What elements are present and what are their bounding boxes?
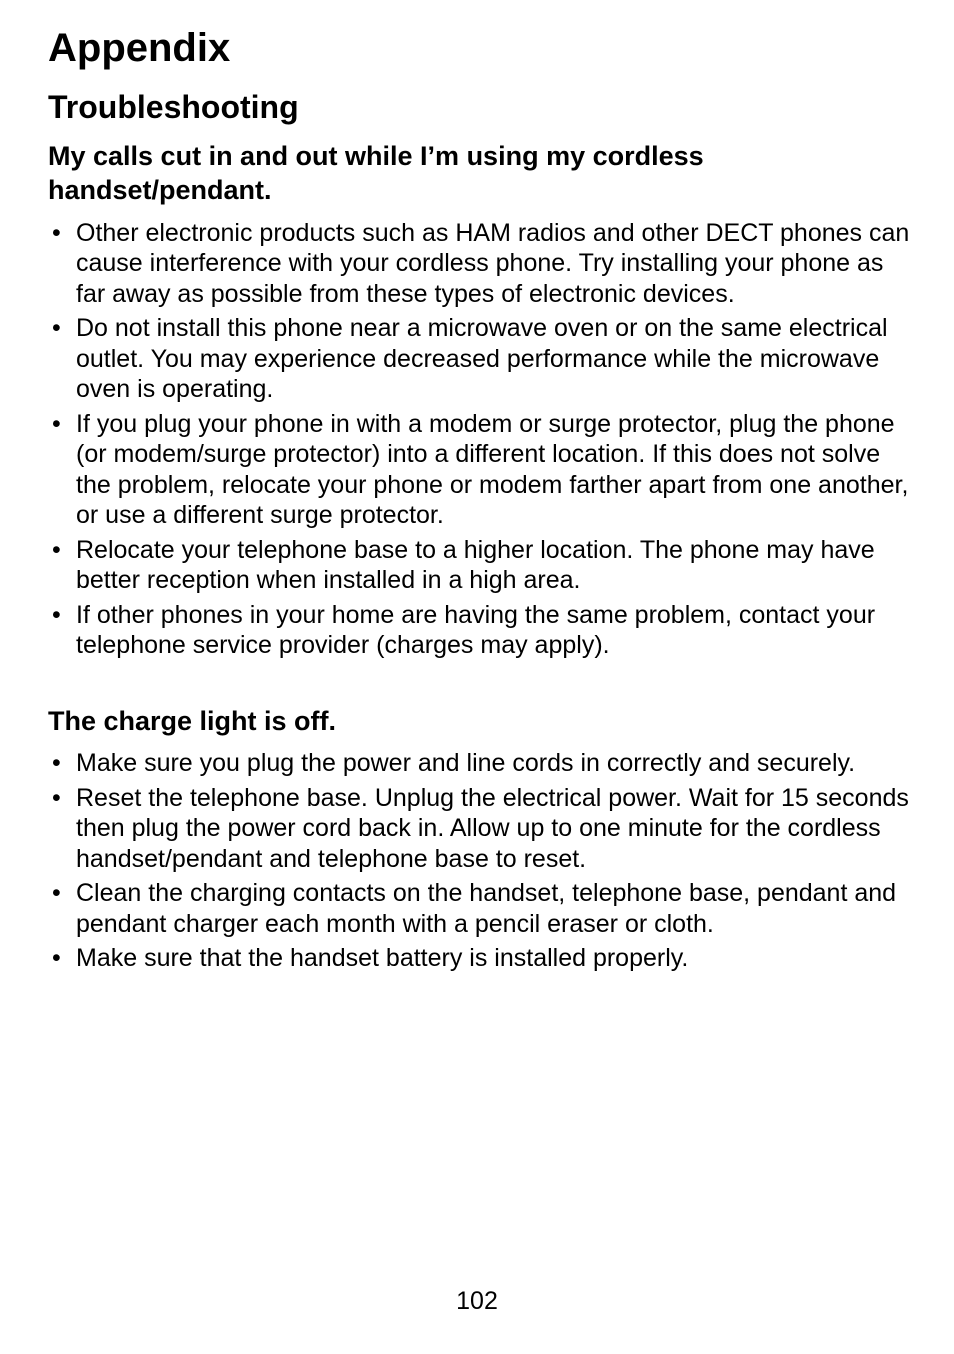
- question-1: My calls cut in and out while I’m using …: [48, 140, 914, 208]
- page-container: Appendix Troubleshooting My calls cut in…: [0, 0, 954, 1354]
- list-item: Reset the telephone base. Unplug the ele…: [48, 783, 914, 875]
- list-item: Relocate your telephone base to a higher…: [48, 535, 914, 596]
- answer-list-1: Other electronic products such as HAM ra…: [48, 218, 914, 661]
- page-subtitle: Troubleshooting: [48, 89, 914, 126]
- page-number: 102: [0, 1287, 954, 1316]
- list-item: Other electronic products such as HAM ra…: [48, 218, 914, 310]
- answer-list-2: Make sure you plug the power and line co…: [48, 748, 914, 974]
- list-item: Make sure that the handset battery is in…: [48, 943, 914, 974]
- list-item: Do not install this phone near a microwa…: [48, 313, 914, 405]
- list-item: Make sure you plug the power and line co…: [48, 748, 914, 779]
- list-item: If you plug your phone in with a modem o…: [48, 409, 914, 531]
- list-item: If other phones in your home are having …: [48, 600, 914, 661]
- question-2: The charge light is off.: [48, 705, 914, 739]
- section-divider: [48, 693, 914, 705]
- page-title: Appendix: [48, 26, 914, 71]
- list-item: Clean the charging contacts on the hands…: [48, 878, 914, 939]
